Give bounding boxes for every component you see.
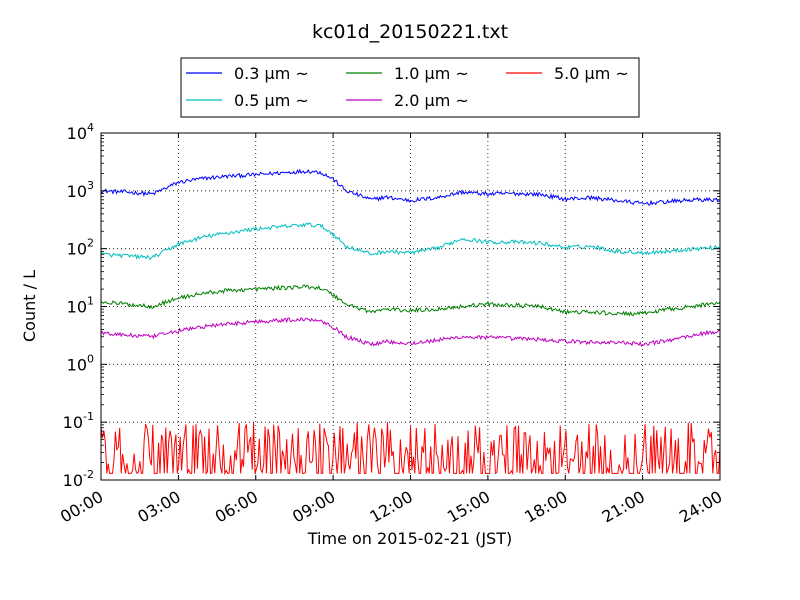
series-line-5-0 — [101, 422, 720, 476]
series-layer — [101, 168, 720, 476]
series-line-0-3 — [101, 168, 720, 206]
y-tick-label: 102 — [67, 237, 94, 259]
y-tick-label: 10-2 — [63, 468, 94, 490]
legend-label: 1.0 μm ~ — [394, 64, 469, 83]
x-tick-label: 09:00 — [289, 487, 338, 527]
legend: 0.3 μm ~ 0.5 μm ~ 1.0 μm ~ 2.0 μm ~ 5.0 μm ~ — [180, 57, 640, 118]
x-tick-label: 03:00 — [134, 487, 183, 527]
chart-title: kc01d_20150221.txt — [312, 21, 508, 43]
x-tick-label: 06:00 — [212, 487, 261, 527]
x-tick-label: 24:00 — [676, 487, 725, 527]
series-line-0-5 — [101, 222, 720, 261]
y-axis-label: Count / L — [20, 270, 39, 342]
x-tick-label: 00:00 — [57, 487, 106, 527]
y-tick-label: 104 — [67, 121, 94, 143]
series-line-1-0 — [101, 284, 720, 317]
x-tick-label: 18:00 — [521, 487, 570, 527]
x-tick-label: 15:00 — [444, 487, 493, 527]
x-tick-labels: 00:00 03:00 06:00 09:00 12:00 15:00 18:00 21:00… — [57, 487, 725, 527]
x-tick-label: 21:00 — [599, 487, 648, 527]
series-line-2-0 — [101, 317, 720, 348]
legend-label: 5.0 μm ~ — [554, 64, 629, 83]
y-tick-label: 100 — [67, 352, 94, 374]
legend-label: 0.3 μm ~ — [234, 64, 309, 83]
tick-marks — [100, 132, 721, 481]
plot-background — [101, 133, 720, 480]
x-tick-label: 12:00 — [367, 487, 416, 527]
x-axis-label: Time on 2015-02-21 (JST) — [307, 529, 512, 548]
legend-label: 0.5 μm ~ — [234, 91, 309, 110]
legend-box — [180, 57, 640, 118]
y-tick-labels: 10-2 10-1 100 101 102 103 104 — [63, 121, 94, 490]
y-tick-label: 103 — [67, 179, 94, 201]
y-tick-label: 10-1 — [63, 410, 94, 432]
y-tick-label: 101 — [67, 295, 94, 317]
legend-label: 2.0 μm ~ — [394, 91, 469, 110]
